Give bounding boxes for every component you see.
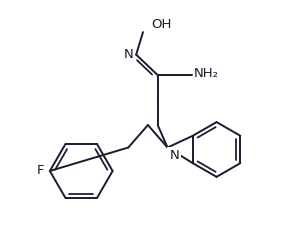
Text: F: F <box>36 165 44 177</box>
Text: NH₂: NH₂ <box>194 67 219 80</box>
Text: N: N <box>123 48 133 61</box>
Text: N: N <box>170 149 179 163</box>
Text: OH: OH <box>151 18 171 31</box>
